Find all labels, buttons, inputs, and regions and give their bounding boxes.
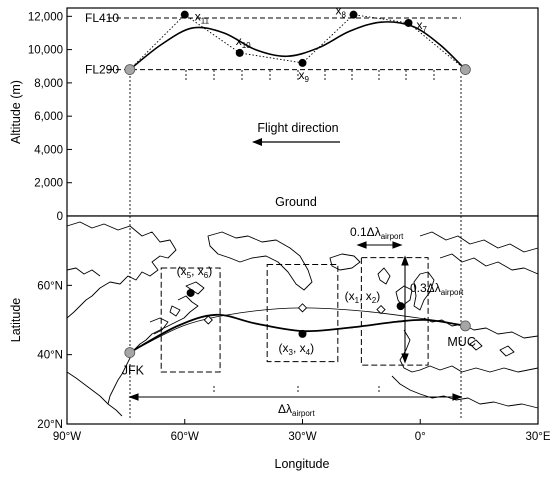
- altitude-point-label-part: x: [336, 4, 342, 18]
- fl290-label: FL290: [85, 63, 119, 77]
- airport-marker: [459, 320, 471, 332]
- altitude-point-label-part: 10: [242, 41, 251, 50]
- horizontal-point-label-part: (x: [177, 264, 187, 278]
- horizontal-point-label-part: 4: [306, 348, 311, 357]
- altitude-point-label-part: 7: [422, 25, 427, 34]
- altitude-point-label: x7: [416, 18, 427, 34]
- horizontal-point-label-part: , x: [359, 289, 372, 303]
- altitude-tick-label: 8,000: [34, 78, 63, 90]
- altitude-control-point: [235, 48, 244, 57]
- longitude-tick-label: 0°: [415, 431, 426, 443]
- horizontal-point-label-part: ): [208, 264, 212, 278]
- airport-label: JFK: [122, 364, 145, 378]
- altitude-tick-label: 6,000: [34, 111, 63, 123]
- span-arrows: [128, 241, 463, 401]
- altitude-axis-label: Altitude (m): [9, 80, 23, 144]
- horizontal-point-label: (x5, x6): [177, 264, 213, 280]
- horizontal-control-point: [298, 329, 307, 338]
- vertical-trajectory-line: [129, 21, 466, 71]
- altitude-control-point: [349, 10, 358, 19]
- altitude-point-label: x9: [299, 68, 310, 84]
- altitude-point-label: x8: [336, 4, 347, 20]
- airport-altitude-marker: [459, 64, 471, 75]
- altitude-point-label-part: x: [416, 18, 422, 32]
- lat-span-label-part: 0.3Δλ: [410, 281, 441, 295]
- airport-label: MUC: [447, 335, 475, 349]
- flight-direction-arrow: [252, 138, 340, 146]
- horizontal-point-label-part: 1: [355, 296, 360, 305]
- flight-direction-label: Flight direction: [257, 121, 338, 135]
- horizontal-point-label-part: (x: [345, 289, 355, 303]
- altitude-control-point: [180, 10, 189, 19]
- altitude-tick-label: 4,000: [34, 144, 63, 156]
- horizontal-point-label-part: (x: [279, 341, 289, 355]
- latitude-tick-label: 20°N: [37, 419, 63, 431]
- latitude-tick-label: 40°N: [37, 350, 63, 362]
- search-box: [160, 267, 221, 373]
- horizontal-point-label: (x3, x4): [279, 341, 315, 357]
- altitude-point-label-part: 9: [305, 75, 310, 84]
- lon-span-label-part: airport: [381, 232, 404, 241]
- altitude-point-label: x10: [236, 34, 251, 50]
- airport-altitude-marker: [124, 64, 136, 75]
- horizontal-point-label-part: 2: [372, 296, 377, 305]
- control-polygon: [129, 14, 466, 70]
- horizontal-point-label: (x1, x2): [345, 289, 381, 305]
- lon-span-label-part: 0.1Δλ: [350, 225, 381, 239]
- total-span-label: Δλairport: [278, 402, 315, 418]
- altitude-point-label-part: x: [195, 10, 201, 24]
- altitude-control-point: [298, 58, 307, 67]
- total-span-label-part: Δλ: [278, 402, 292, 416]
- horizontal-point-label-part: 3: [289, 348, 294, 357]
- latitude-axis-label: Latitude: [9, 298, 23, 343]
- coastlines: [66, 221, 539, 417]
- longitude-tick-label: 60°W: [171, 431, 199, 443]
- horizontal-point-label-part: , x: [293, 341, 306, 355]
- top-panel-frame: [66, 7, 539, 217]
- search-box: [266, 264, 339, 363]
- longitude-tick-label: 30°W: [288, 431, 316, 443]
- map-panel-frame: [66, 215, 539, 425]
- horizontal-point-label-part: , x: [191, 264, 204, 278]
- airport-marker: [124, 347, 136, 358]
- altitude-point-label-part: 8: [342, 11, 347, 20]
- altitude-tick-label: 12,000: [28, 11, 63, 23]
- horizontal-control-point: [186, 288, 195, 297]
- horizontal-point-label-part: ): [310, 341, 314, 355]
- lat-span-label-part: airport: [441, 288, 464, 297]
- latitude-tick-label: 60°N: [37, 280, 63, 292]
- lon-span-label: 0.1Δλairport: [350, 225, 404, 241]
- altitude-point-label: x11: [195, 10, 210, 26]
- fl410-label: FL410: [85, 11, 119, 25]
- altitude-point-label-part: x: [299, 68, 305, 82]
- total-span-label-part: airport: [292, 409, 315, 418]
- search-box: [360, 257, 429, 366]
- longitude-axis-label: Longitude: [275, 457, 330, 471]
- lat-span-label: 0.3Δλairport: [410, 281, 464, 297]
- longitude-tick-label: 90°W: [53, 431, 81, 443]
- horizontal-control-point: [396, 302, 405, 311]
- ground-label: Ground: [275, 195, 317, 209]
- horizontal-point-label-part: 5: [187, 271, 192, 280]
- great-circle-diamond: [376, 304, 386, 315]
- longitude-tick-label: 30°E: [525, 431, 550, 443]
- altitude-tick-label: 2,000: [34, 178, 63, 190]
- altitude-tick-label: 10,000: [28, 45, 63, 57]
- altitude-tick-label: 0: [57, 211, 63, 223]
- altitude-point-label-part: 11: [201, 17, 210, 26]
- guides: [129, 70, 462, 420]
- horizontal-point-label-part: ): [376, 289, 380, 303]
- great-circle-diamond: [297, 303, 308, 313]
- altitude-control-point: [404, 18, 413, 27]
- great-circle-diamond: [203, 315, 213, 325]
- horizontal-point-label-part: 6: [204, 271, 209, 280]
- altitude-point-label-part: x: [236, 34, 242, 48]
